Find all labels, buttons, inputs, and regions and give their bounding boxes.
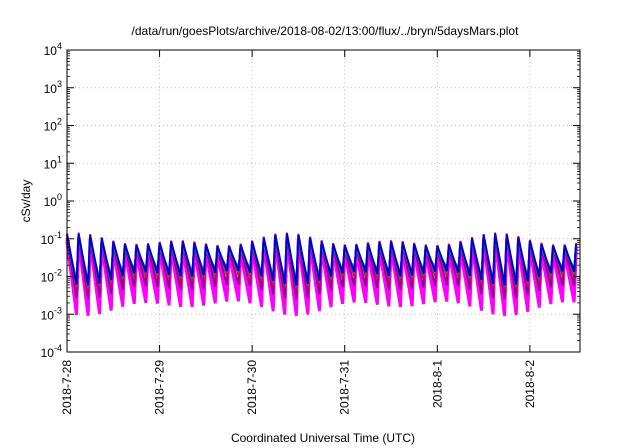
series-group	[65, 232, 578, 317]
x-axis-title: Coordinated Universal Time (UTC)	[231, 431, 415, 445]
y-tick-label: 101	[44, 154, 62, 171]
y-tick-label: 104	[44, 41, 62, 58]
y-tick-label: 10-4	[41, 343, 62, 360]
y-tick-label: 10-1	[41, 230, 62, 247]
y-axis-title: cSv/day	[19, 180, 33, 223]
x-tick-label: 2018-7-30	[245, 360, 259, 415]
chart-title: /data/run/goesPlots/archive/2018-08-02/1…	[132, 24, 520, 38]
x-tick-label: 2018-8-2	[523, 360, 537, 408]
y-axis: 10-4 10-3 10-2 10-1 100 101 102 103 104	[41, 41, 580, 360]
grid	[66, 50, 580, 352]
x-tick-label: 2018-7-28	[60, 360, 74, 415]
y-tick-label: 10-2	[41, 268, 62, 285]
x-axis: 2018-7-28 2018-7-29 2018-7-30 2018-7-31 2018…	[60, 50, 537, 415]
series-line	[66, 233, 578, 286]
y-tick-label: 103	[44, 79, 62, 96]
y-tick-label: 10-3	[41, 305, 62, 322]
y-tick-label: 102	[44, 117, 62, 134]
y-tick-label: 100	[44, 192, 62, 209]
x-tick-label: 2018-8-1	[430, 360, 444, 408]
x-tick-label: 2018-7-31	[338, 360, 352, 415]
x-tick-label: 2018-7-29	[153, 360, 167, 415]
